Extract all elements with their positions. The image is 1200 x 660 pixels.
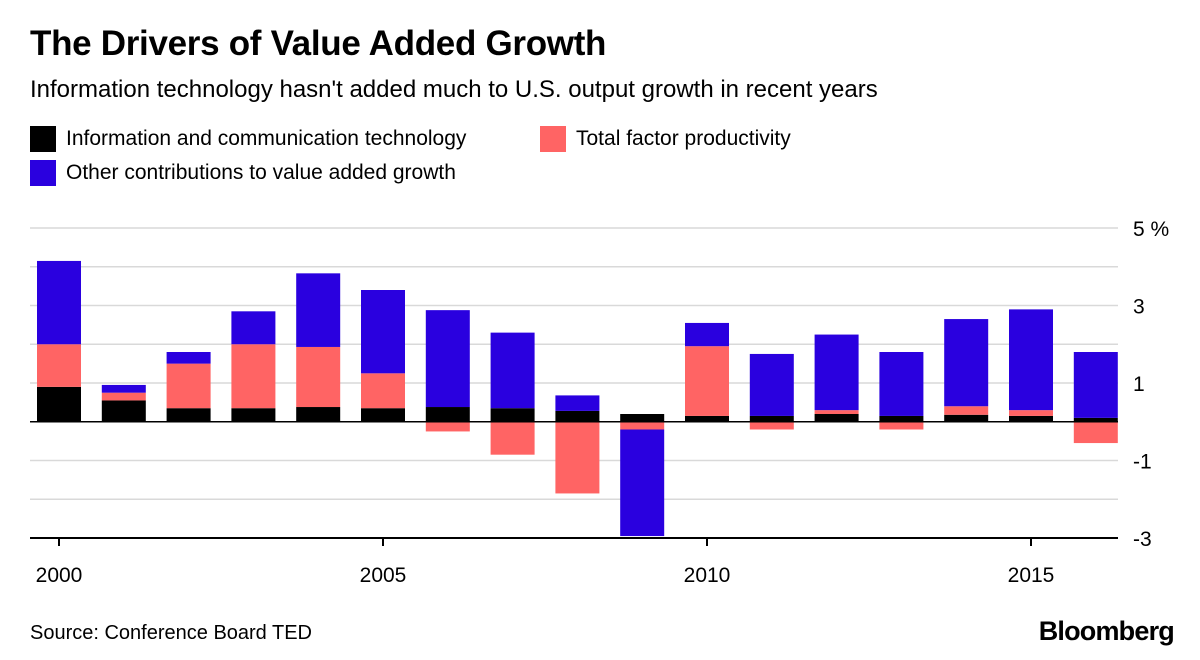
- legend-label-tfp: Total factor productivity: [576, 127, 791, 150]
- legend-swatch-ict: [30, 126, 56, 152]
- bar-2016-series-0: [1073, 417, 1118, 422]
- bar-2016-series-1: [1073, 421, 1118, 444]
- bar-2001-series-0: [101, 400, 146, 422]
- bar-2006-series-0: [425, 407, 470, 422]
- bar-2004-series-1: [296, 346, 341, 408]
- bar-2007-series-0: [490, 408, 535, 422]
- chart-title: The Drivers of Value Added Growth: [30, 24, 607, 63]
- bar-2012-series-2: [814, 334, 859, 411]
- y-tick-label: 3: [1133, 296, 1145, 319]
- legend-item-tfp: Total factor productivity: [540, 126, 791, 152]
- x-tick-label: 2010: [684, 564, 731, 587]
- bar-2012-series-1: [814, 410, 859, 414]
- x-tick-label: 2005: [360, 564, 407, 587]
- chart-legend: Information and communication technology…: [30, 126, 930, 190]
- bar-2003-series-1: [231, 344, 276, 409]
- bar-2014-series-2: [944, 319, 989, 407]
- bar-2006-series-1: [425, 421, 470, 432]
- bar-2014-series-1: [944, 406, 989, 415]
- legend-swatch-tfp: [540, 126, 566, 152]
- bar-2002-series-1: [166, 363, 211, 409]
- bar-2015-series-1: [1009, 410, 1053, 416]
- bar-2009-series-2: [620, 429, 665, 537]
- bar-2007-series-2: [490, 332, 535, 409]
- bar-2010-series-2: [685, 322, 729, 347]
- bar-2001-series-1: [101, 392, 146, 401]
- bar-2006-series-2: [425, 310, 470, 408]
- bar-2002-series-0: [166, 408, 211, 422]
- bar-2013-series-1: [879, 421, 924, 430]
- bar-2015-series-0: [1009, 415, 1053, 422]
- legend-item-other: Other contributions to value added growt…: [30, 160, 456, 186]
- legend-label-ict: Information and communication technology: [66, 127, 467, 150]
- bar-2003-series-0: [231, 408, 276, 422]
- bar-2000-series-2: [37, 260, 81, 345]
- legend-swatch-other: [30, 160, 56, 186]
- y-tick-label: 1: [1133, 373, 1145, 396]
- chart-subtitle: Information technology hasn't added much…: [30, 76, 878, 103]
- bar-2010-series-1: [685, 346, 729, 416]
- bar-chart: 5 % 3 1 -1 -3 2000 2005 2010 2015: [30, 218, 1169, 587]
- bar-2016-series-2: [1073, 352, 1118, 418]
- bar-2015-series-2: [1009, 309, 1053, 411]
- bar-2011-series-0: [749, 415, 794, 422]
- bar-2008-series-2: [555, 395, 600, 411]
- bar-2008-series-1: [555, 421, 600, 494]
- bar-2009-series-0: [620, 414, 665, 422]
- bar-2000-series-0: [37, 386, 81, 422]
- bar-2010-series-0: [685, 415, 729, 422]
- y-tick-label: 5 %: [1133, 218, 1169, 241]
- bar-2005-series-2: [361, 290, 405, 374]
- bar-2001-series-2: [101, 384, 146, 393]
- bar-2007-series-1: [490, 421, 535, 455]
- bar-2003-series-2: [231, 311, 276, 345]
- source-note: Source: Conference Board TED: [30, 622, 313, 644]
- bar-2012-series-0: [814, 414, 859, 422]
- bar-2002-series-2: [166, 352, 211, 364]
- x-tick-label: 2000: [36, 564, 83, 587]
- bar-2000-series-1: [37, 344, 81, 387]
- bar-2011-series-1: [749, 421, 794, 430]
- bar-2013-series-2: [879, 352, 924, 416]
- bar-2005-series-0: [361, 408, 405, 422]
- bar-2004-series-0: [296, 407, 341, 422]
- bar-2011-series-2: [749, 353, 794, 416]
- bar-2009-series-1: [620, 421, 665, 430]
- bar-2005-series-1: [361, 373, 405, 409]
- bar-2008-series-0: [555, 410, 600, 422]
- x-tick-label: 2015: [1008, 564, 1055, 587]
- bar-2013-series-0: [879, 415, 924, 422]
- bar-2004-series-2: [296, 273, 341, 347]
- y-tick-label: -3: [1133, 528, 1152, 551]
- legend-label-other: Other contributions to value added growt…: [66, 161, 456, 184]
- legend-item-ict: Information and communication technology: [30, 126, 466, 152]
- bar-2014-series-0: [944, 414, 989, 422]
- bloomberg-logo: Bloomberg: [1038, 616, 1175, 646]
- y-tick-label: -1: [1133, 451, 1152, 474]
